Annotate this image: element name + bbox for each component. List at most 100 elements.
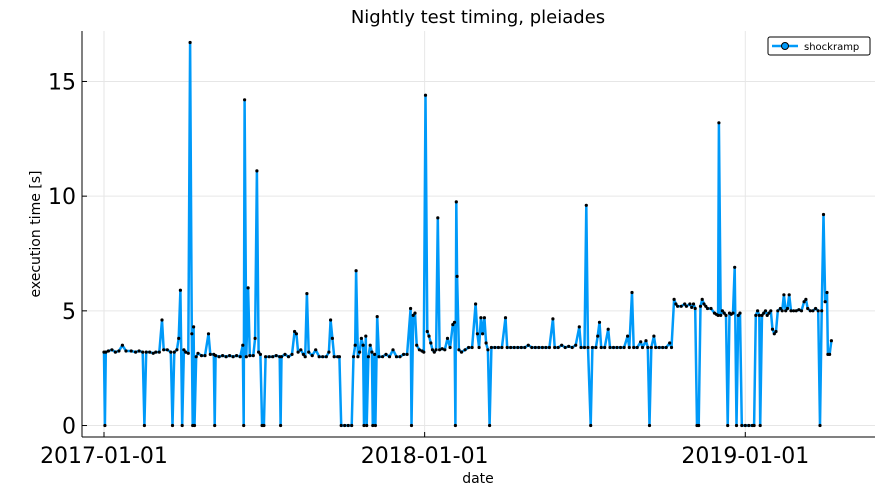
data-point xyxy=(586,345,590,350)
data-point xyxy=(691,302,696,306)
data-point xyxy=(398,355,402,359)
legend-label: shockramp xyxy=(804,42,859,53)
data-point xyxy=(188,40,192,45)
data-point xyxy=(563,345,567,350)
data-point xyxy=(486,348,490,352)
data-point xyxy=(523,345,527,350)
data-point xyxy=(603,345,607,350)
data-point xyxy=(740,423,744,428)
series-group xyxy=(102,40,834,428)
data-point xyxy=(509,345,513,350)
data-point xyxy=(113,350,117,354)
data-point xyxy=(794,309,798,313)
data-point xyxy=(484,341,488,345)
data-point xyxy=(719,313,723,317)
data-point xyxy=(618,345,623,350)
data-point xyxy=(134,350,138,354)
data-point xyxy=(785,306,790,311)
data-point xyxy=(354,269,358,273)
data-point xyxy=(182,348,186,352)
data-point xyxy=(731,311,735,315)
data-point xyxy=(203,354,207,358)
x-axis-label: date xyxy=(462,471,494,487)
y-tick-label: 5 xyxy=(62,300,76,325)
data-point xyxy=(244,355,248,359)
data-point xyxy=(804,297,808,301)
data-point xyxy=(262,423,266,428)
data-point xyxy=(327,350,331,354)
data-point xyxy=(157,350,161,354)
x-ticks: 2017-01-01 2018-01-01 2019-01-01 xyxy=(40,432,809,469)
data-point xyxy=(452,320,457,324)
data-point xyxy=(170,423,175,428)
data-point xyxy=(373,352,377,356)
data-point xyxy=(640,345,645,350)
data-point xyxy=(106,349,110,353)
data-point xyxy=(231,355,235,359)
data-point xyxy=(213,423,217,428)
data-point xyxy=(669,345,674,350)
data-point xyxy=(409,423,414,428)
data-point xyxy=(762,311,766,315)
data-point xyxy=(474,302,478,306)
data-point xyxy=(196,351,200,355)
data-point xyxy=(405,352,409,356)
data-point xyxy=(243,98,247,102)
data-point xyxy=(427,334,431,338)
data-point xyxy=(317,355,321,359)
data-point xyxy=(359,336,363,340)
data-point xyxy=(709,306,713,311)
data-point xyxy=(459,350,464,354)
data-point xyxy=(782,293,786,297)
data-point xyxy=(608,345,612,350)
data-point xyxy=(644,339,648,343)
x-tick-label: 2019-01-01 xyxy=(681,444,809,469)
data-point xyxy=(765,313,769,317)
data-point xyxy=(661,345,665,350)
y-tick-label: 10 xyxy=(48,185,76,210)
data-point xyxy=(705,306,710,311)
data-point xyxy=(257,350,261,354)
data-point xyxy=(757,313,761,317)
data-point xyxy=(129,349,133,353)
legend: shockramp xyxy=(767,36,871,56)
data-point xyxy=(329,318,333,322)
data-point xyxy=(208,352,212,356)
data-point xyxy=(519,345,523,350)
data-point xyxy=(489,345,493,350)
data-point xyxy=(787,293,791,297)
data-point xyxy=(590,345,595,350)
data-point xyxy=(425,329,429,334)
data-point xyxy=(251,354,255,358)
data-point xyxy=(117,349,121,353)
data-point xyxy=(814,306,818,311)
data-point xyxy=(451,323,455,327)
data-point xyxy=(704,304,708,308)
data-point xyxy=(693,306,697,311)
data-point xyxy=(142,423,146,428)
legend-marker xyxy=(781,42,789,50)
data-point xyxy=(160,318,164,322)
x-tick-label: 2017-01-01 xyxy=(40,444,168,469)
series-line xyxy=(102,41,833,427)
data-point xyxy=(668,341,672,345)
data-point xyxy=(626,334,630,338)
data-point xyxy=(596,334,600,338)
data-point xyxy=(797,308,801,312)
data-point xyxy=(823,300,827,304)
data-point xyxy=(103,423,107,428)
data-point xyxy=(353,343,357,347)
data-point xyxy=(124,349,128,353)
data-point xyxy=(434,348,438,352)
data-point xyxy=(544,345,548,350)
data-point xyxy=(825,290,829,295)
data-point xyxy=(611,345,616,350)
data-point xyxy=(453,423,457,428)
data-point xyxy=(417,348,421,352)
data-point xyxy=(584,203,588,207)
data-point xyxy=(463,348,467,352)
data-point xyxy=(296,350,300,354)
data-point xyxy=(758,423,762,428)
data-point xyxy=(556,345,560,350)
